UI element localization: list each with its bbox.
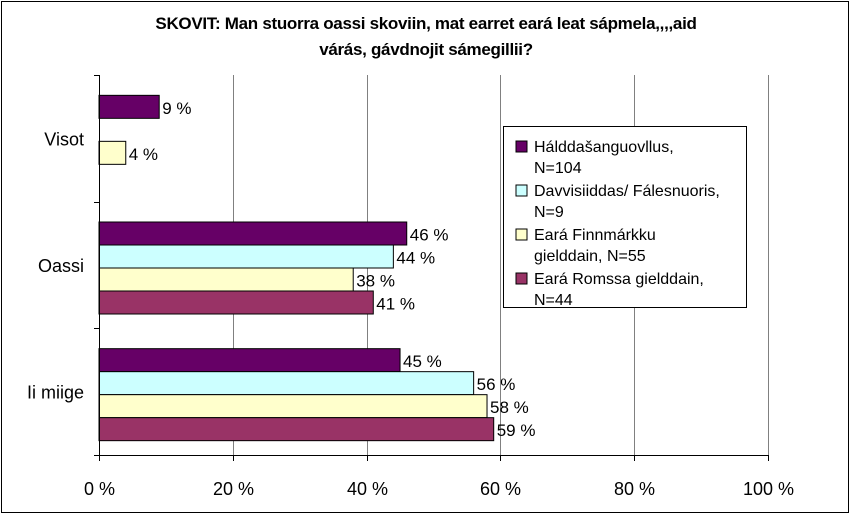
bar bbox=[98, 267, 354, 292]
bar bbox=[98, 290, 374, 315]
legend-label: Davvisiiddas/ Fálesnuoris, bbox=[534, 183, 720, 200]
bar bbox=[98, 371, 475, 396]
data-label: 9 % bbox=[162, 99, 191, 118]
data-label: 46 % bbox=[410, 226, 449, 245]
chart-title-line-1: SKOVIT: Man stuorra oassi skoviin, mat e… bbox=[155, 14, 697, 33]
legend-label: gielddain, N=55 bbox=[534, 248, 646, 265]
legend-label: Hálddašanguovllus, bbox=[534, 139, 674, 156]
data-label: 58 % bbox=[490, 398, 529, 417]
legend-label: N=104 bbox=[534, 160, 582, 177]
legend-swatch bbox=[515, 228, 528, 241]
data-label: 41 % bbox=[376, 295, 415, 314]
legend-swatch bbox=[515, 184, 528, 197]
data-label: 4 % bbox=[129, 145, 158, 164]
bar bbox=[98, 140, 127, 165]
chart-title-line-2: várás, gávdnojit sámegillii? bbox=[319, 40, 533, 59]
legend-label: N=9 bbox=[534, 204, 564, 221]
bar bbox=[98, 221, 408, 246]
bar bbox=[98, 348, 401, 373]
data-label: 45 % bbox=[403, 352, 442, 371]
bar bbox=[98, 244, 394, 269]
data-label: 38 % bbox=[356, 272, 395, 291]
bar bbox=[98, 94, 160, 119]
bar bbox=[98, 417, 495, 442]
legend-label: Eará Romssa gielddain, bbox=[534, 271, 704, 288]
legend bbox=[503, 126, 747, 308]
category-label: Ii miige bbox=[27, 383, 84, 403]
legend-label: N=44 bbox=[534, 292, 573, 309]
data-label: 59 % bbox=[497, 421, 536, 440]
x-tick-label: 20 % bbox=[213, 479, 254, 499]
x-tick-label: 60 % bbox=[480, 479, 521, 499]
x-tick-label: 100 % bbox=[743, 479, 794, 499]
category-label: Visot bbox=[44, 129, 84, 149]
legend-swatch bbox=[515, 272, 528, 285]
legend-swatch bbox=[515, 140, 528, 153]
bar bbox=[98, 394, 488, 419]
x-tick-label: 80 % bbox=[614, 479, 655, 499]
legend-label: Eará Finnmárkku bbox=[534, 227, 656, 244]
category-label: Oassi bbox=[38, 256, 84, 276]
data-label: 56 % bbox=[477, 375, 516, 394]
x-tick-label: 0 % bbox=[84, 479, 115, 499]
chart-title: SKOVIT: Man stuorra oassi skoviin, mat e… bbox=[0, 11, 852, 63]
x-tick-label: 40 % bbox=[347, 479, 388, 499]
data-label: 44 % bbox=[396, 249, 435, 268]
